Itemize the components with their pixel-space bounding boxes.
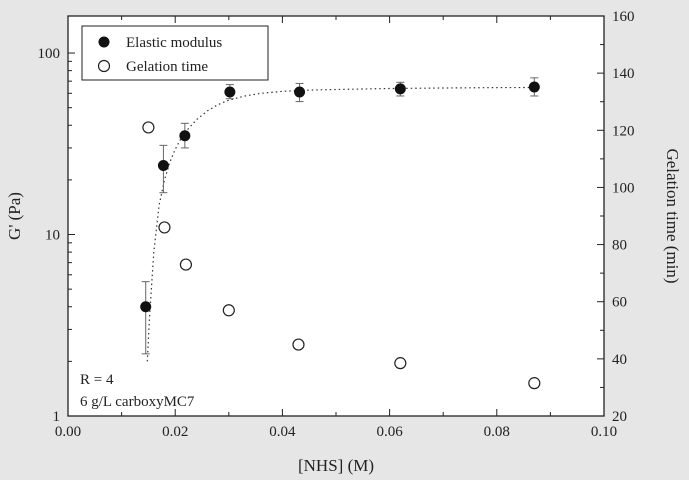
legend-label-elastic-modulus: Elastic modulus — [126, 35, 222, 51]
point-elastic-modulus — [394, 83, 406, 95]
y-right-tick-label: 80 — [612, 238, 627, 254]
x-tick-label: 0.08 — [484, 424, 510, 440]
legend-marker-elastic-modulus — [98, 36, 110, 48]
legend-box — [81, 25, 269, 81]
y-right-tick-label: 140 — [612, 66, 635, 82]
y-right-tick-label: 100 — [612, 180, 635, 196]
points-layer — [140, 81, 541, 390]
point-gelation-time — [179, 258, 193, 271]
annotation-concentration: 6 g/L carboxyMC7 — [80, 394, 195, 410]
plot-area — [68, 16, 604, 416]
point-elastic-modulus — [294, 86, 306, 98]
point-gelation-time — [528, 377, 541, 390]
point-gelation-time — [292, 338, 305, 351]
legend-marker-gelation-time — [97, 59, 111, 73]
legend: Elastic modulus Gelation time — [81, 25, 269, 81]
point-elastic-modulus — [224, 86, 236, 98]
point-elastic-modulus — [528, 81, 540, 93]
point-gelation-time — [222, 304, 235, 317]
point-gelation-time — [158, 221, 171, 234]
x-axis-title: [NHS] (M) — [298, 456, 374, 475]
legend-label-gelation-time: Gelation time — [126, 59, 208, 75]
y-left-axis-title: G' (Pa) — [5, 192, 24, 240]
x-axis-ticks: 0.00 0.02 0.04 0.06 0.08 0.10 — [55, 16, 617, 440]
point-elastic-modulus — [157, 160, 169, 172]
y-right-tick-label: 160 — [612, 9, 635, 25]
y-left-tick-label: 10 — [45, 228, 60, 244]
x-tick-label: 0.00 — [55, 424, 81, 440]
y-left-axis-ticks: 1 10 100 — [38, 46, 75, 425]
y-left-tick-label: 100 — [38, 46, 61, 62]
x-tick-label: 0.10 — [591, 424, 617, 440]
y-left-tick-label: 1 — [53, 409, 61, 425]
point-gelation-time — [394, 357, 407, 370]
y-right-axis-title: Gelation time (min) — [663, 148, 682, 283]
point-gelation-time — [142, 121, 155, 134]
y-right-tick-label: 40 — [612, 352, 627, 368]
x-tick-label: 0.04 — [269, 424, 296, 440]
x-tick-label: 0.06 — [376, 424, 403, 440]
point-elastic-modulus — [140, 301, 152, 313]
x-tick-label: 0.02 — [162, 424, 188, 440]
y-right-tick-label: 60 — [612, 295, 627, 311]
point-elastic-modulus — [179, 130, 191, 142]
annotation-ratio: R = 4 — [80, 372, 114, 388]
y-right-axis-ticks: 20 40 60 80 100 120 140 160 — [597, 9, 635, 425]
y-right-tick-label: 120 — [612, 123, 635, 139]
y-right-tick-label: 20 — [612, 409, 627, 425]
